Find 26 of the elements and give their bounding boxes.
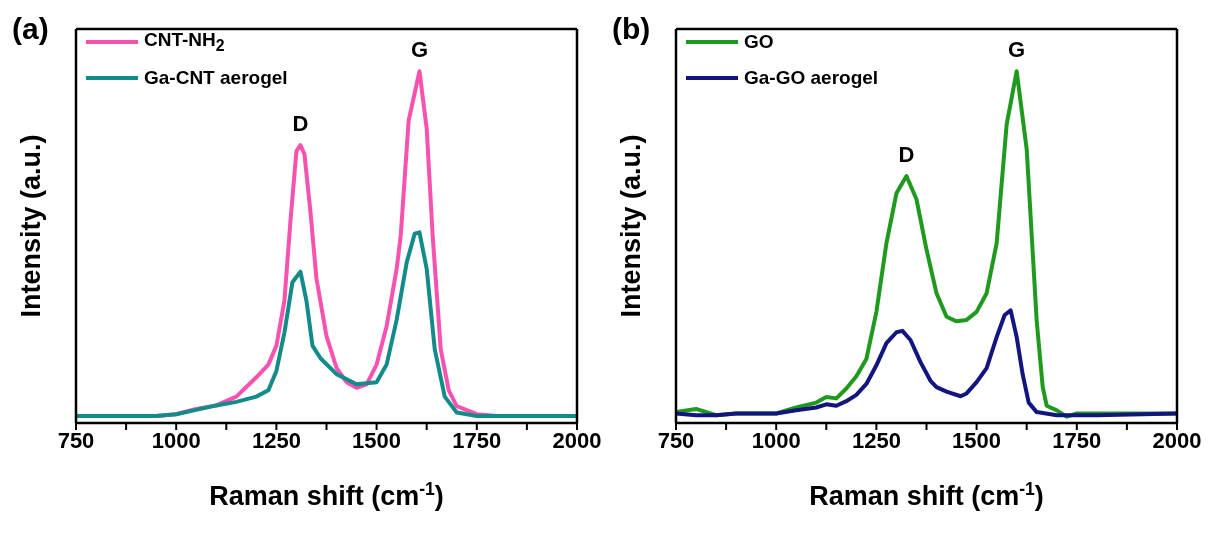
annotation: D [292,111,309,137]
legend-label: Ga-CNT aerogel [144,67,288,89]
chart-title: (b) [612,12,651,46]
y-axis-title: Intensity (a.u.) [616,134,646,318]
x-tick-label: 1500 [952,427,1002,453]
x-tick-label: 2000 [552,427,602,453]
x-axis-title: Raman shift (cm$^{-1}$) [809,479,1044,511]
legend-label: CNT-NH$_{2}$ [144,29,225,55]
legend-label: GO [744,31,774,53]
legend-label: Ga-GO aerogel [744,67,879,89]
x-tick-label: 1750 [1052,427,1102,453]
x-tick-label: 1000 [751,427,801,453]
annotation: D [898,142,915,168]
chart-title: (a) [12,12,49,46]
x-tick-label: 750 [57,427,95,453]
x-tick-label: 1250 [251,427,301,453]
x-tick-label: 1750 [452,427,502,453]
y-axis-title: Intensity (a.u.) [16,134,46,318]
x-tick-label: 1500 [352,427,402,453]
x-tick-label: 2000 [1152,427,1202,453]
x-tick-label: 750 [657,427,695,453]
x-axis-title: Raman shift (cm$^{-1}$) [209,479,444,511]
x-tick-label: 1000 [151,427,201,453]
annotation: G [1008,37,1026,63]
x-tick-label: 1250 [851,427,901,453]
annotation: G [410,37,429,63]
